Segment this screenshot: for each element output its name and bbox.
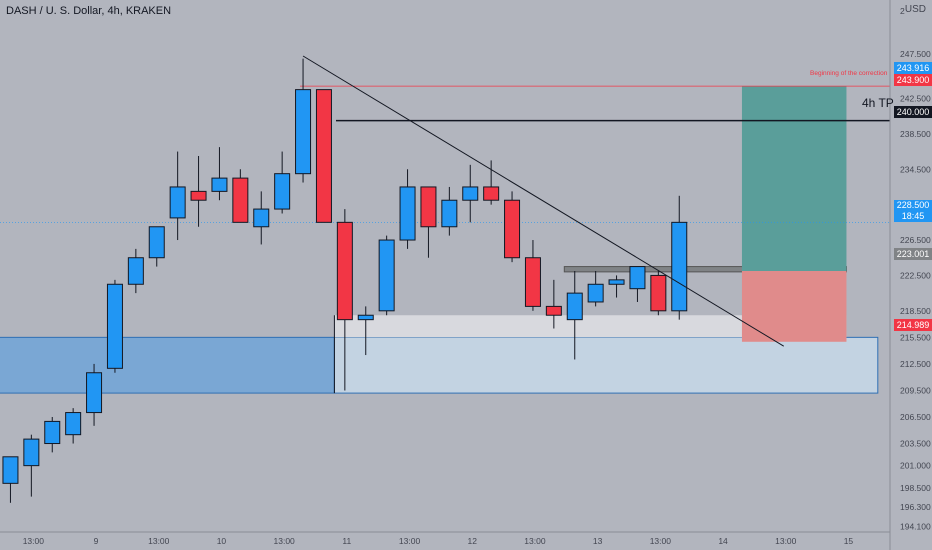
candle-down: [190, 190, 207, 201]
x-tick-label: 13:00: [650, 536, 672, 546]
candle-up: [169, 186, 186, 219]
y-tick-label: 238.500: [900, 129, 931, 139]
x-tick-label: 9: [94, 536, 99, 546]
take-profit-area: [741, 86, 847, 271]
candle-up: [106, 283, 123, 369]
y-tick-label: 198.500: [900, 483, 931, 493]
price-tag-243-900: 243.900: [894, 74, 932, 86]
y-tick-label: 222.500: [900, 270, 931, 280]
y-tick-label: 242.500: [900, 93, 931, 103]
candle-down: [232, 177, 249, 223]
candle-countdown: 18:45: [901, 211, 925, 221]
candle-up: [65, 412, 82, 436]
candle-up: [23, 438, 40, 467]
candle-down: [336, 221, 353, 321]
x-tick-label: 15: [844, 536, 854, 546]
y-tick-label: 226.500: [900, 235, 931, 245]
candle-up: [587, 283, 604, 303]
demand-zone: [0, 336, 335, 394]
x-tick-label: 14: [718, 536, 728, 546]
candle-up: [127, 257, 144, 285]
price-tag-tp: 240.000: [894, 106, 932, 118]
x-tick-label: 13:00: [274, 536, 296, 546]
trendline: [302, 55, 785, 347]
y-tick-label: 247.500: [900, 49, 931, 59]
tp-label: 4h TP: [862, 96, 894, 110]
support-band: [334, 315, 847, 338]
candle-up: [274, 173, 291, 210]
candle-up: [378, 239, 395, 312]
current-price-tag: 228.500 18:45: [894, 200, 932, 222]
y-tick-label: 203.500: [900, 439, 931, 449]
price-tag-stop-loss: 214.989: [894, 319, 932, 331]
candle-up: [629, 266, 646, 290]
x-tick-label: 13:00: [399, 536, 421, 546]
candle-down: [315, 89, 332, 223]
candle-up: [399, 186, 416, 241]
currency-label[interactable]: USD: [904, 4, 926, 15]
candle-up: [295, 89, 312, 175]
y-tick-label: 194.100: [900, 522, 931, 532]
candle-up: [86, 372, 103, 414]
candle-down: [504, 199, 521, 259]
x-tick-label: 13:00: [148, 536, 170, 546]
candle-up: [2, 456, 19, 484]
candle-up: [148, 226, 165, 259]
candle-up: [462, 186, 479, 201]
x-tick-label: 13:00: [524, 536, 546, 546]
x-tick-label: 10: [217, 536, 227, 546]
y-tick-label: 196.300: [900, 502, 931, 512]
x-tick-label: 12: [468, 536, 478, 546]
chart-title: DASH / U. S. Dollar, 4h, KRAKEN: [6, 5, 172, 17]
y-tick-label: 2: [900, 6, 905, 16]
candle-up: [211, 177, 228, 192]
candle-up: [44, 420, 61, 445]
price-axis: [890, 0, 932, 550]
candle-up: [441, 199, 458, 228]
candle-up: [253, 208, 270, 228]
current-price-value: 228.500: [896, 200, 930, 210]
extended-demand-zone: [333, 336, 879, 394]
candle-down: [545, 305, 562, 316]
candle-down: [524, 257, 541, 307]
candle-down: [483, 186, 500, 201]
y-tick-label: 215.500: [900, 332, 931, 342]
y-tick-label: 218.500: [900, 306, 931, 316]
correction-note-label: Beginning of the correction: [810, 70, 888, 77]
price-tag-223-001: 223.001: [894, 248, 932, 260]
stop-loss-area: [741, 271, 847, 342]
y-tick-label: 209.500: [900, 385, 931, 395]
candle-down: [420, 186, 437, 228]
candle-up: [566, 292, 583, 321]
y-tick-label: 234.500: [900, 164, 931, 174]
x-tick-label: 11: [342, 536, 351, 546]
y-tick-label: 212.500: [900, 359, 931, 369]
y-tick-label: 206.500: [900, 412, 931, 422]
x-tick-label: 13:00: [775, 536, 797, 546]
candle-up: [357, 314, 374, 321]
x-tick-label: 13: [593, 536, 603, 546]
x-tick-label: 13:00: [23, 536, 45, 546]
candle-down: [650, 274, 667, 312]
candle-up: [608, 279, 625, 285]
candle-up: [671, 221, 688, 312]
price-tag-243-916: 243.916: [894, 62, 932, 74]
y-tick-label: 201.000: [900, 461, 931, 471]
